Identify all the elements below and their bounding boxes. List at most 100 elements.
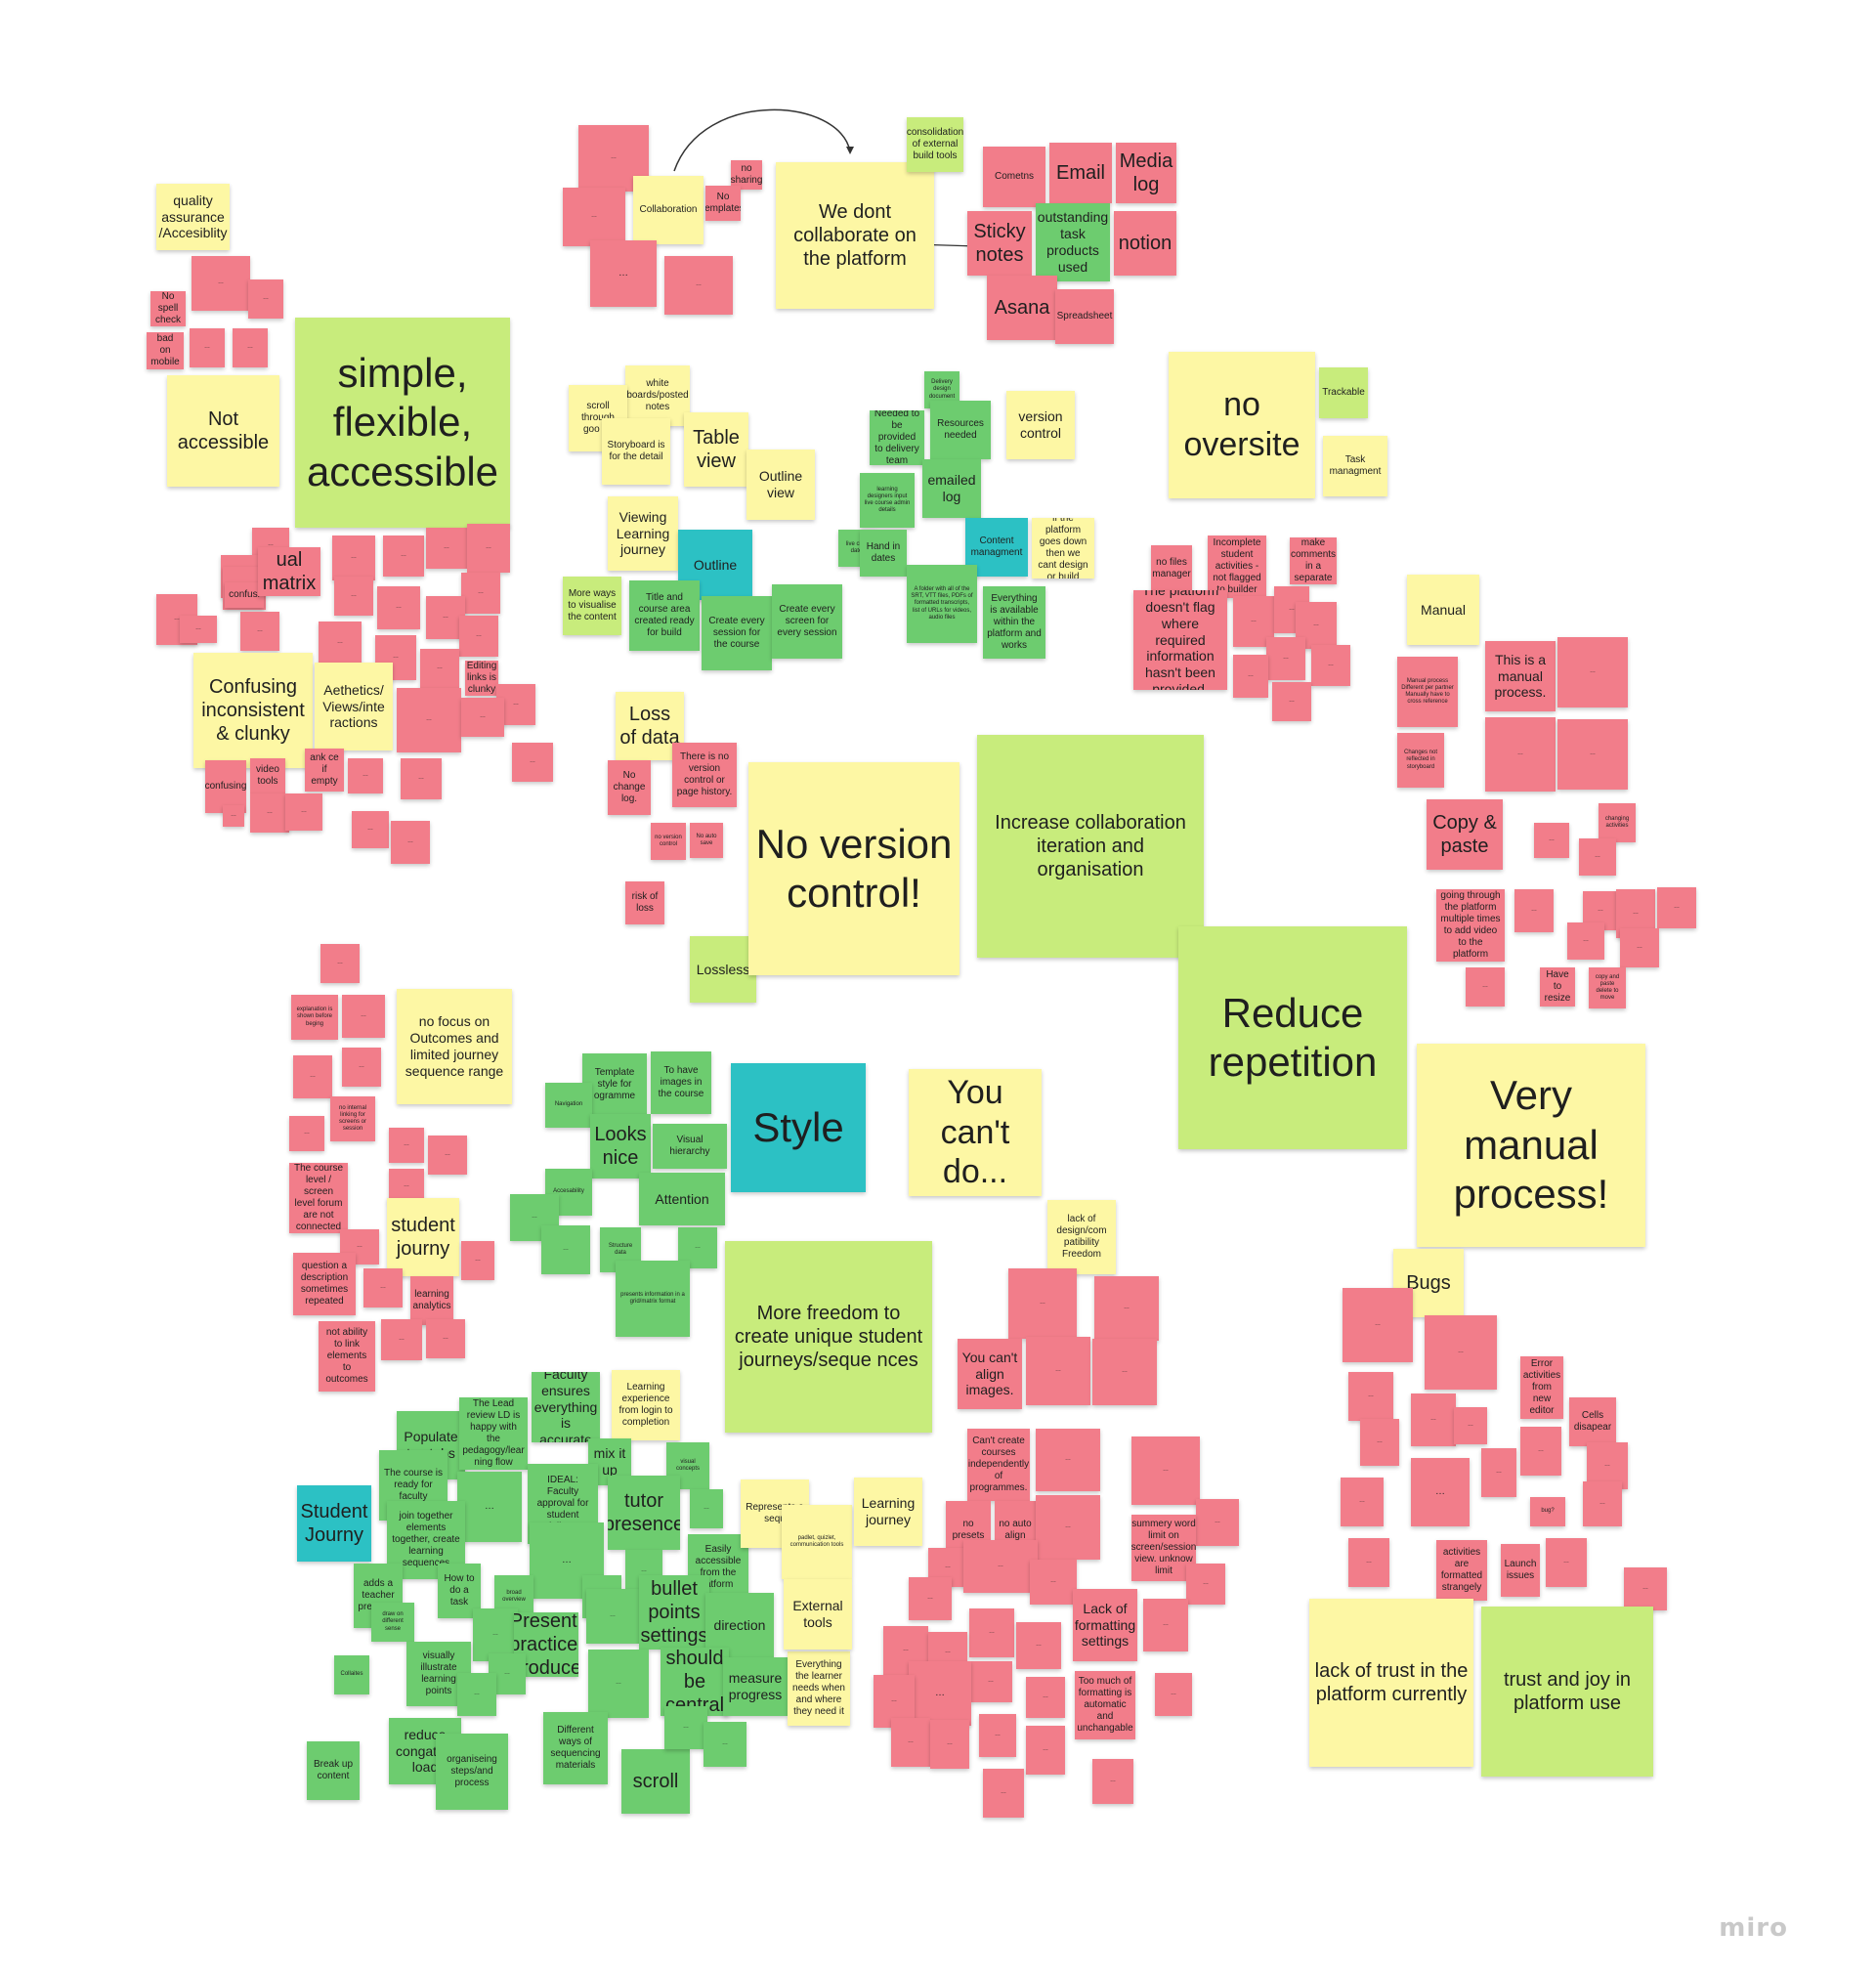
note-going-through-platform[interactable]: going through the platform multiple time… — [1436, 889, 1505, 962]
note-aligning-slots[interactable]: … — [1620, 928, 1659, 967]
note-horizontal-sequencing[interactable]: … — [457, 1673, 496, 1716]
note-too-much-formatting[interactable]: Too much of formatting is automatic and … — [1075, 1671, 1135, 1739]
note-attention[interactable]: Attention — [639, 1173, 725, 1225]
note-lack-of-trust[interactable]: lack of trust in the platform currently — [1309, 1599, 1473, 1767]
note-manual-detail-2[interactable]: … — [1557, 719, 1628, 790]
note-have-to-leave[interactable]: … — [1348, 1538, 1389, 1587]
note-bugs[interactable]: Bugs — [1393, 1249, 1464, 1317]
note-storyboard-detail[interactable]: Storyboard is for the detail — [602, 418, 670, 485]
note-types-not-known[interactable]: … — [377, 586, 420, 629]
note-not-ability-link[interactable]: not ability to link elements to outcomes — [319, 1321, 375, 1392]
note-platform-goes-down[interactable]: if the platform goes down then we cant d… — [1032, 518, 1094, 579]
note-tooltip-image[interactable]: … — [909, 1577, 952, 1620]
note-pair-colour[interactable]: … — [510, 1194, 559, 1241]
note-add-faculty[interactable]: … — [590, 240, 657, 307]
note-bullet-points-settings[interactable]: bullet points settings — [639, 1575, 709, 1650]
note-spreadsheets-busy[interactable]: … — [1266, 637, 1305, 680]
note-trust-and-joy[interactable]: trust and joy in platform use — [1481, 1607, 1653, 1777]
note-summary-word-limit[interactable]: summery word limit on screen/session vie… — [1131, 1515, 1196, 1581]
note-visual-hierarchy[interactable]: Visual hierarchy — [653, 1124, 727, 1169]
note-student-journy[interactable]: student journy — [387, 1198, 459, 1276]
note-you-cant-align-images[interactable]: You can't align images. — [958, 1339, 1022, 1409]
note-editing-links-clunky[interactable]: Editing links is clunky — [465, 661, 498, 696]
note-acquisition-discussion[interactable]: … — [586, 1589, 639, 1644]
note-outstanding-task[interactable]: outstanding task products used — [1036, 203, 1110, 281]
note-cells-disapear[interactable]: Cells disapear — [1569, 1397, 1616, 1446]
note-aesthetics[interactable]: Aethetics/ Views/inte ractions — [315, 663, 393, 750]
note-inserting-images[interactable]: … — [1485, 717, 1556, 792]
note-change-to[interactable]: … — [1657, 887, 1696, 928]
note-only-pdfs[interactable]: … — [459, 616, 498, 657]
note-risk-of-loss[interactable]: risk of loss — [625, 881, 664, 924]
note-navigation-layout[interactable]: … — [240, 612, 279, 651]
note-different-behaviour[interactable]: … — [250, 793, 289, 833]
note-bad-on-mobile[interactable]: bad on mobile — [147, 332, 184, 369]
note-dragging[interactable]: … — [1514, 889, 1554, 932]
note-no-version-control-small[interactable]: no version control — [651, 823, 686, 860]
note-break-up-content[interactable]: Break up content — [307, 1741, 360, 1800]
note-there-is-no-version-control[interactable]: There is no version control or page hist… — [672, 743, 737, 807]
note-learning-experience[interactable]: Learning experience from login to comple… — [612, 1370, 680, 1440]
note-increase-collaboration[interactable]: Increase collaboration iteration and org… — [977, 735, 1204, 958]
note-navigation[interactable]: Navigation — [545, 1083, 592, 1128]
note-copying-lists[interactable]: … — [391, 821, 430, 864]
note-only-see-screen[interactable]: … — [342, 1048, 381, 1087]
note-allow-students[interactable]: … — [588, 1650, 649, 1718]
note-make-comments-separate[interactable]: Have to make comments in a separate docu… — [1290, 537, 1337, 584]
note-line-break[interactable]: … — [1348, 1372, 1393, 1421]
note-have-to-illustrate[interactable]: … — [1143, 1599, 1188, 1651]
note-no-focus-outcomes[interactable]: no focus on Outcomes and limited journey… — [397, 989, 512, 1104]
note-task-management[interactable]: Task managment — [1323, 436, 1387, 496]
note-items-clunky[interactable]: … — [332, 536, 375, 580]
note-some-video-hosts[interactable]: … — [1131, 1436, 1200, 1505]
note-should-be-central[interactable]: should be central — [661, 1648, 729, 1716]
note-video-formatting[interactable]: … — [1092, 1759, 1133, 1804]
note-deleting-table[interactable]: … — [319, 622, 362, 664]
note-table-view[interactable]: Table view — [684, 412, 748, 487]
note-trackable[interactable]: Trackable — [1319, 367, 1368, 418]
note-tables-graphics[interactable]: … — [1092, 1339, 1157, 1405]
note-only-change-height[interactable]: … — [983, 1769, 1024, 1818]
note-white-boards[interactable]: white boards/posted notes — [625, 365, 690, 426]
note-tab-only-exist[interactable]: … — [1016, 1622, 1061, 1669]
note-alignment-justification[interactable]: … — [1030, 1560, 1077, 1605]
note-faculty-ensures[interactable]: Faculty ensures everything is accurate — [532, 1372, 600, 1442]
note-longer-form[interactable]: … — [401, 758, 442, 799]
note-have-to-resize[interactable]: Have to resize — [1540, 967, 1575, 1007]
note-different-ways-sequencing[interactable]: Different ways of sequencing materials — [543, 1712, 608, 1784]
note-questions-shown-after[interactable]: … — [428, 1136, 467, 1175]
note-cometns[interactable]: Cometns — [983, 147, 1045, 207]
note-lack-of-variety[interactable]: … — [1026, 1677, 1065, 1718]
note-only-one-word[interactable]: … — [1583, 1481, 1622, 1526]
note-steps-disapear[interactable]: … — [1624, 1567, 1667, 1610]
note-visual-representations[interactable]: … — [541, 1225, 590, 1274]
note-adding-elements[interactable]: … — [461, 1241, 494, 1280]
note-organising-steps[interactable]: organiseing steps/and process — [436, 1734, 508, 1810]
note-cant-rearrange-tabs[interactable]: … — [1196, 1499, 1239, 1546]
note-lead-review[interactable]: The Lead review LD is happy with the ped… — [459, 1397, 528, 1470]
note-lossless[interactable]: Lossless — [690, 936, 756, 1003]
note-reduce-repetition[interactable]: Reduce repetition — [1178, 926, 1407, 1149]
note-ways-activities[interactable]: … — [1233, 655, 1268, 698]
note-learning-journey[interactable]: Learning journey — [854, 1478, 922, 1546]
note-scroll[interactable]: scroll — [621, 1749, 690, 1814]
note-no-change-log[interactable]: No change log. — [608, 760, 651, 815]
note-quality-assurance[interactable]: quality assurance /Accesiblity — [156, 184, 230, 250]
note-viewing-learning-journey[interactable]: Viewing Learning journey — [608, 496, 678, 571]
note-cant-align-images[interactable]: … — [1026, 1726, 1065, 1775]
note-draw-on-different[interactable]: draw on different sense — [371, 1603, 414, 1642]
note-incomplete-activities[interactable]: Incomplete student activities - not flag… — [1208, 536, 1266, 598]
note-core-word-wrap[interactable]: … — [909, 1661, 971, 1726]
note-no-oversite[interactable]: no oversite — [1169, 352, 1315, 498]
note-changing-activities[interactable]: changing activities — [1599, 803, 1636, 842]
note-we-dont-collaborate[interactable]: We dont collaborate on the platform — [776, 162, 934, 309]
note-looks-nice[interactable]: Looks nice — [590, 1114, 651, 1179]
note-everything-available[interactable]: Everything is available within the platf… — [983, 586, 1045, 659]
note-explanation-shown[interactable]: explanation is shown before beging — [291, 995, 338, 1040]
note-activities-formatted[interactable]: activities are formatted strangely — [1436, 1540, 1487, 1601]
note-cant-create-courses[interactable]: Can't create courses independently of pr… — [967, 1429, 1030, 1501]
note-learning-designers-input[interactable]: learning designers input live course adm… — [860, 473, 915, 528]
note-create-every-session[interactable]: Create every session for the course — [702, 596, 772, 670]
note-text-highlighted[interactable]: … — [1481, 1448, 1516, 1497]
